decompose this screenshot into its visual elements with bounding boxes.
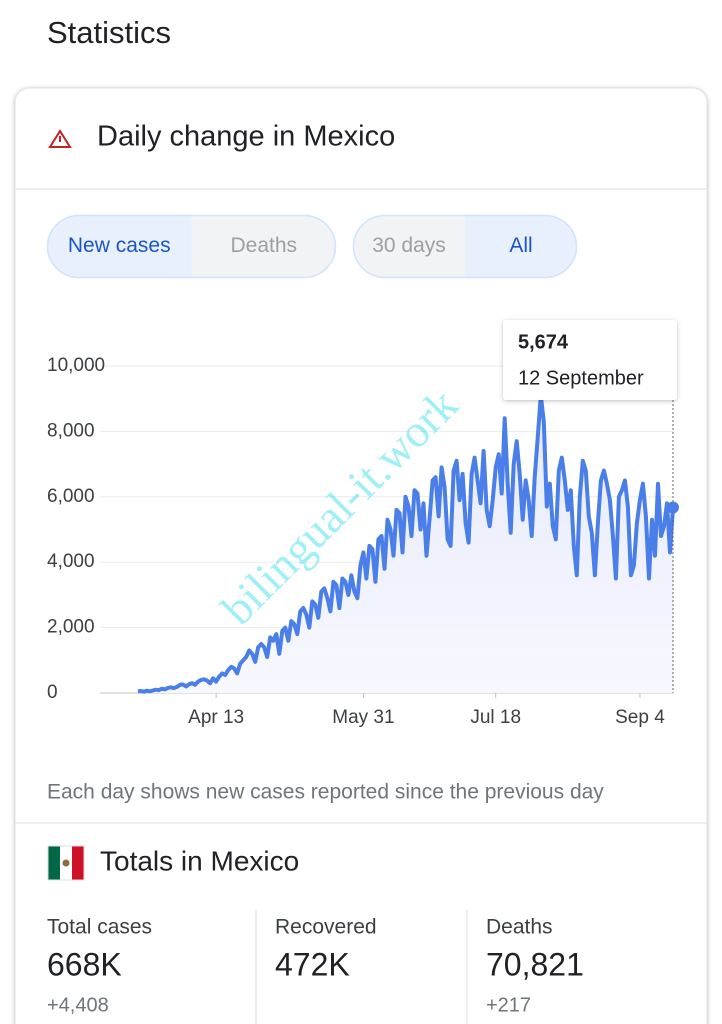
stat-value: 70,821 bbox=[486, 946, 584, 982]
stat-change: +217 bbox=[486, 994, 531, 1016]
hover-point bbox=[667, 501, 679, 514]
line bbox=[137, 393, 675, 694]
stat-label: Total cases bbox=[47, 916, 152, 939]
stat-label: Recovered bbox=[275, 916, 377, 939]
page-title: Statistics bbox=[47, 15, 171, 50]
chart-note: Each day shows new cases reported since … bbox=[47, 781, 604, 804]
stat-value: 472K bbox=[275, 946, 350, 982]
stat-change: +4,408 bbox=[47, 994, 109, 1016]
tab[interactable] bbox=[353, 215, 465, 278]
tooltip-value: 5,674 bbox=[518, 331, 569, 353]
tab[interactable] bbox=[47, 215, 192, 278]
tab-group bbox=[353, 215, 577, 278]
y-tick-label: 2,000 bbox=[47, 617, 95, 638]
tab[interactable] bbox=[191, 215, 337, 278]
tab-label[interactable]: 30 days bbox=[372, 234, 446, 257]
y-tick-label: 4,000 bbox=[47, 551, 95, 572]
tab-outline bbox=[352, 214, 578, 279]
stat-value: 668K bbox=[47, 946, 122, 982]
x-tick-label: Jul 18 bbox=[470, 707, 521, 728]
alert-icon bbox=[48, 129, 72, 148]
chart: 0 2,000 4,000 6,000 8,000 10,000 Apr 13 May 31 J… bbox=[47, 320, 679, 728]
x-tick-label: Apr 13 bbox=[188, 707, 244, 728]
flag bbox=[47, 845, 85, 881]
stats: Total cases 668K +4,408 Recovered 472K Deaths… bbox=[47, 910, 584, 1024]
tab-label[interactable]: New cases bbox=[68, 234, 171, 257]
tooltip-date: 12 September bbox=[518, 367, 644, 389]
tabs: New cases Deaths 30 days All bbox=[46, 214, 578, 279]
y-tick-label: 0 bbox=[47, 682, 58, 703]
tab-group bbox=[47, 215, 336, 278]
area bbox=[138, 395, 673, 693]
tab-outline bbox=[46, 214, 337, 279]
y-tick-label: 6,000 bbox=[47, 486, 95, 507]
tab[interactable] bbox=[465, 215, 577, 278]
y-tick-label: 10,000 bbox=[47, 355, 105, 376]
stat-label: Deaths bbox=[486, 916, 553, 939]
tooltip bbox=[503, 320, 677, 400]
totals-title: Totals in Mexico bbox=[100, 845, 299, 876]
y-tick-label: 8,000 bbox=[47, 420, 95, 441]
x-tick-label: May 31 bbox=[332, 707, 394, 728]
card-title: Daily change in Mexico bbox=[97, 121, 395, 153]
tab-label[interactable]: All bbox=[509, 234, 532, 257]
tab-label[interactable]: Deaths bbox=[230, 234, 297, 257]
x-tick-label: Sep 4 bbox=[615, 707, 665, 728]
